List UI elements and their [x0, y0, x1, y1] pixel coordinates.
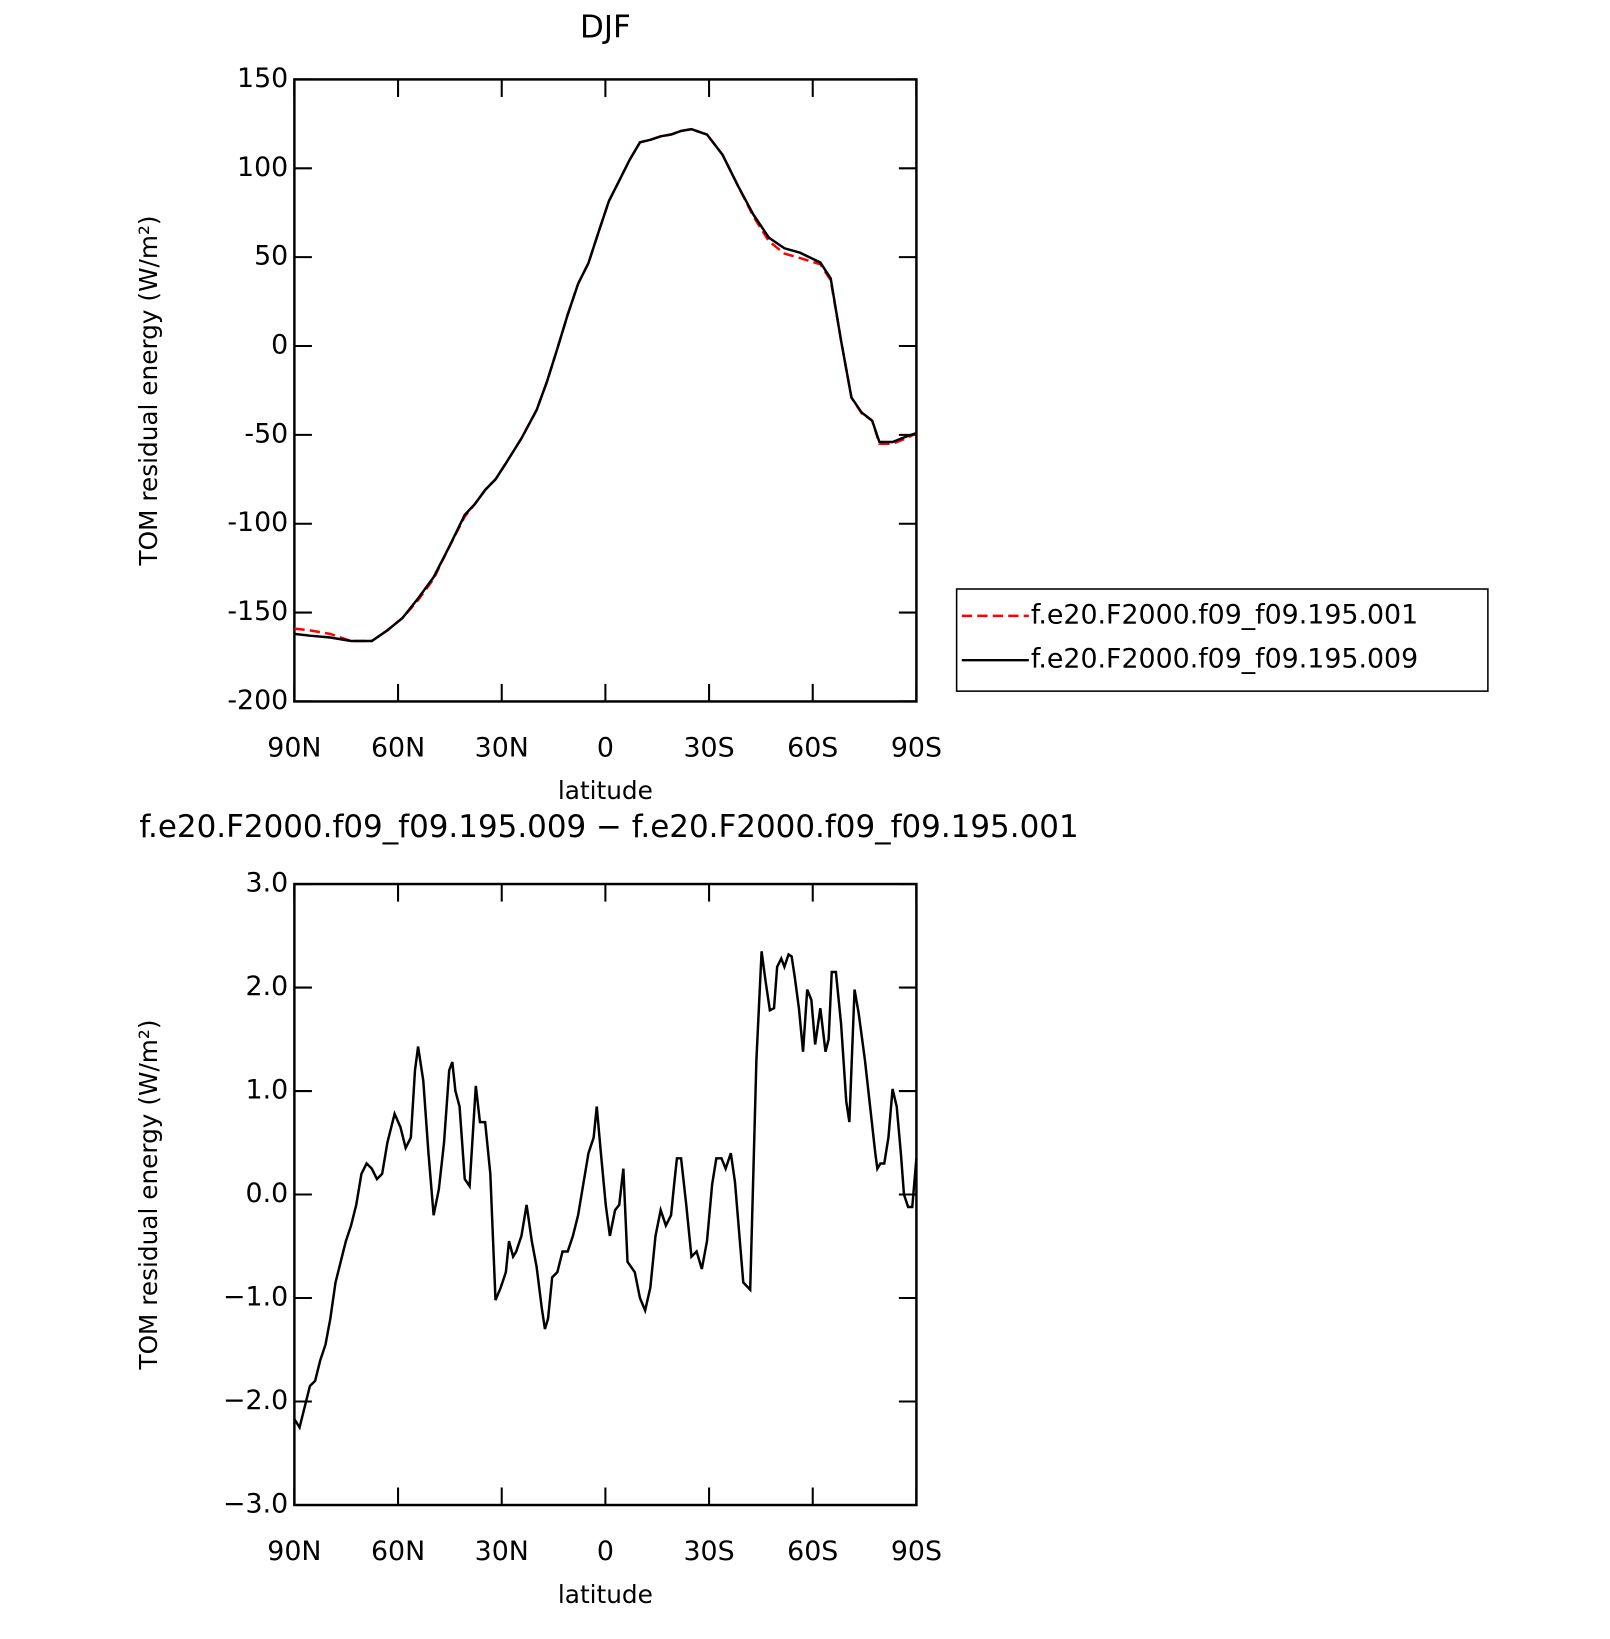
plot-frame: [293, 78, 918, 703]
x-tick-label: 0: [597, 1536, 614, 1567]
y-tick-label: 1.0: [246, 1075, 289, 1106]
y-tick-label: 0.0: [246, 1178, 289, 1209]
y-tick-label: 150: [237, 63, 288, 94]
y-tick-label: -100: [227, 507, 288, 538]
y-axis-label: TOM residual energy (W/m²): [134, 215, 163, 566]
x-tick-label: 90N: [267, 732, 321, 763]
y-tick-label: 50: [254, 241, 288, 272]
y-tick-label: −1.0: [223, 1282, 288, 1313]
y-tick-label: −2.0: [223, 1385, 288, 1416]
legend-label: f.e20.F2000.f09_f09.195.001: [1031, 599, 1418, 630]
legend-label: f.e20.F2000.f09_f09.195.009: [1031, 644, 1418, 675]
x-tick-label: 0: [597, 732, 614, 763]
x-tick-label: 60N: [371, 732, 425, 763]
data-line: [293, 951, 918, 1431]
y-tick-label: -200: [227, 685, 288, 716]
data-line: [294, 127, 917, 643]
y-axis-label: TOM residual energy (W/m²): [134, 1020, 163, 1371]
x-tick-label: 30N: [475, 1536, 529, 1567]
x-tick-label: 90S: [891, 1536, 942, 1567]
y-tick-label: 2.0: [246, 971, 289, 1002]
x-tick-label: 90S: [891, 732, 942, 763]
y-tick-label: 100: [237, 152, 288, 183]
x-tick-label: 30S: [683, 1536, 734, 1567]
data-line: [294, 127, 917, 643]
x-tick-label: 60S: [787, 1536, 838, 1567]
x-axis-label: latitude: [558, 1580, 653, 1609]
chart-title: DJF: [580, 9, 631, 45]
x-axis-label: latitude: [558, 776, 653, 805]
chart-title: f.e20.F2000.f09_f09.195.009 − f.e20.F200…: [139, 809, 1078, 845]
y-tick-label: -50: [244, 418, 288, 449]
legend-box: [955, 588, 1489, 692]
x-tick-label: 90N: [267, 1536, 321, 1567]
y-tick-label: 3.0: [246, 868, 289, 899]
y-tick-label: -150: [227, 596, 288, 627]
x-tick-label: 30N: [475, 732, 529, 763]
x-tick-label: 30S: [683, 732, 734, 763]
x-tick-label: 60S: [787, 732, 838, 763]
y-tick-label: −3.0: [223, 1489, 288, 1520]
y-tick-label: 0: [271, 330, 288, 361]
x-tick-label: 60N: [371, 1536, 425, 1567]
